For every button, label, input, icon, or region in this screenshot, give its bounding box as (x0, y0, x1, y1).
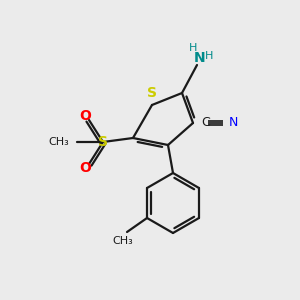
Text: O: O (79, 109, 91, 123)
Text: CH₃: CH₃ (48, 137, 69, 147)
Text: H: H (189, 43, 197, 53)
Text: N: N (229, 116, 238, 130)
Text: S: S (98, 135, 108, 149)
Text: CH₃: CH₃ (112, 236, 134, 246)
Text: S: S (147, 86, 157, 100)
Text: O: O (79, 161, 91, 175)
Text: C: C (201, 116, 210, 130)
Text: N: N (194, 51, 206, 65)
Text: H: H (205, 51, 213, 61)
